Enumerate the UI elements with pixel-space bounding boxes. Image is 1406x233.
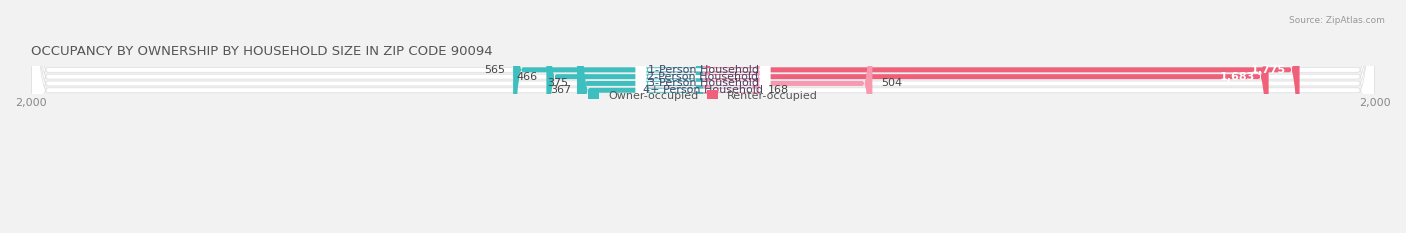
- FancyBboxPatch shape: [703, 0, 1299, 233]
- Text: Source: ZipAtlas.com: Source: ZipAtlas.com: [1289, 16, 1385, 25]
- FancyBboxPatch shape: [703, 0, 1268, 233]
- Text: 1-Person Household: 1-Person Household: [648, 65, 758, 75]
- FancyBboxPatch shape: [703, 0, 759, 233]
- FancyBboxPatch shape: [703, 0, 872, 233]
- Text: OCCUPANCY BY OWNERSHIP BY HOUSEHOLD SIZE IN ZIP CODE 90094: OCCUPANCY BY OWNERSHIP BY HOUSEHOLD SIZE…: [31, 45, 492, 58]
- Text: 1,683: 1,683: [1220, 72, 1256, 82]
- FancyBboxPatch shape: [31, 0, 1375, 233]
- FancyBboxPatch shape: [636, 0, 770, 233]
- FancyBboxPatch shape: [31, 0, 1375, 233]
- Text: 565: 565: [484, 65, 505, 75]
- Text: 367: 367: [550, 85, 571, 95]
- FancyBboxPatch shape: [513, 0, 703, 233]
- Text: 1,775: 1,775: [1251, 65, 1286, 75]
- Text: 2-Person Household: 2-Person Household: [647, 72, 759, 82]
- FancyBboxPatch shape: [636, 0, 770, 233]
- FancyBboxPatch shape: [636, 0, 770, 233]
- Legend: Owner-occupied, Renter-occupied: Owner-occupied, Renter-occupied: [583, 86, 823, 105]
- Text: 3-Person Household: 3-Person Household: [648, 79, 758, 89]
- FancyBboxPatch shape: [31, 0, 1375, 233]
- FancyBboxPatch shape: [636, 0, 770, 233]
- Text: 504: 504: [880, 79, 901, 89]
- FancyBboxPatch shape: [579, 0, 703, 233]
- FancyBboxPatch shape: [31, 0, 1375, 233]
- Text: 4+ Person Household: 4+ Person Household: [643, 85, 763, 95]
- Text: 375: 375: [547, 79, 568, 89]
- Text: 168: 168: [768, 85, 789, 95]
- FancyBboxPatch shape: [576, 0, 703, 233]
- Text: 466: 466: [517, 72, 538, 82]
- FancyBboxPatch shape: [547, 0, 703, 233]
